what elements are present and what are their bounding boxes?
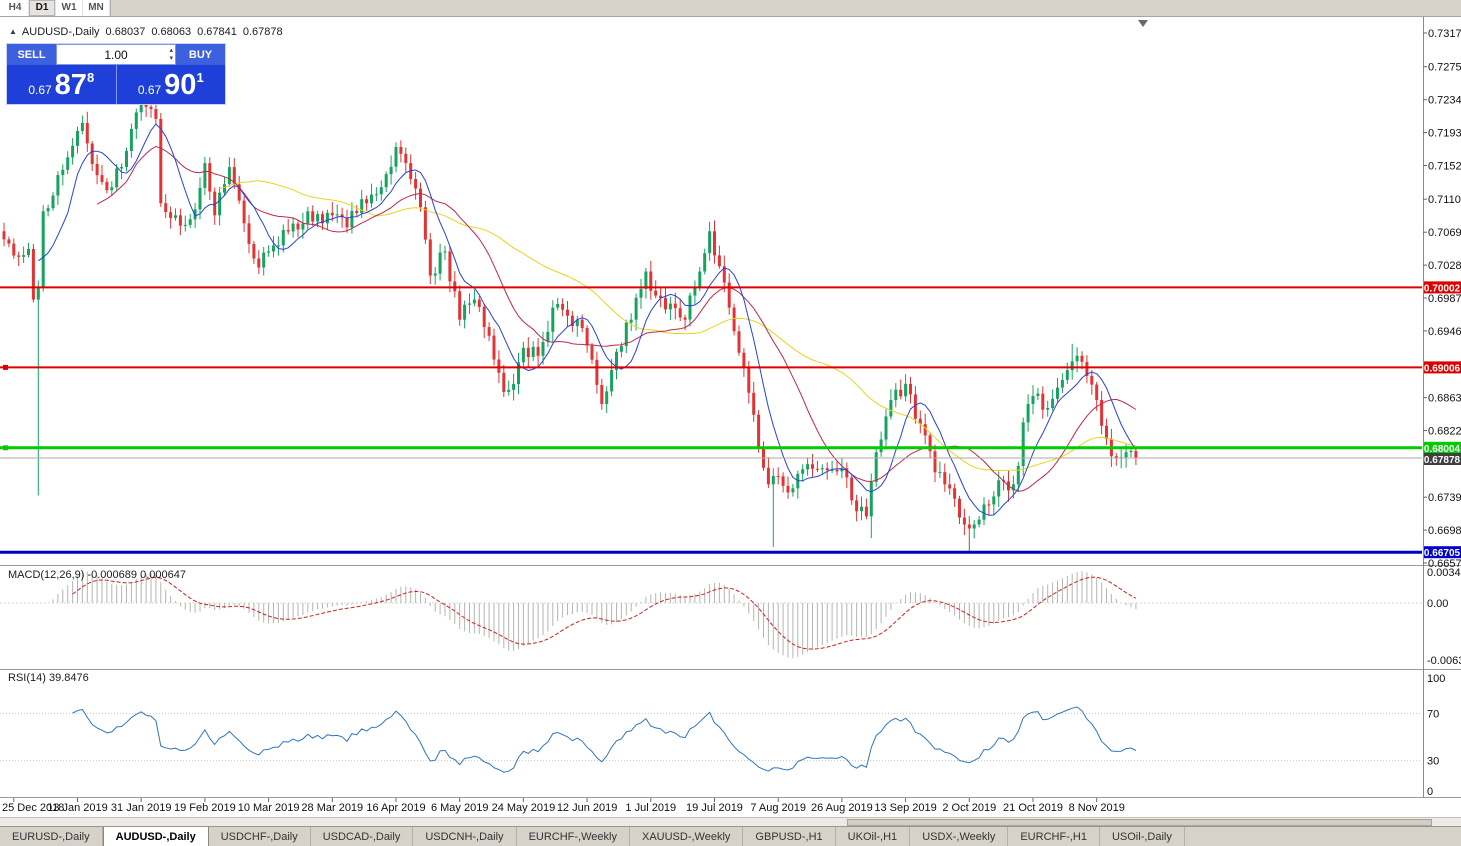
horizontal-scrollbar[interactable] (0, 817, 1461, 826)
svg-text:31 Jan 2019: 31 Jan 2019 (111, 802, 172, 814)
volume-up-button[interactable]: ▴ (169, 47, 173, 54)
timeframe-toolbar: H4 D1 W1 MN (0, 0, 1461, 17)
chart-tab-eurusd-daily[interactable]: EURUSD-,Daily (0, 827, 103, 846)
svg-text:24 May 2019: 24 May 2019 (492, 802, 556, 814)
sell-button[interactable]: SELL (7, 44, 56, 65)
svg-text:0: 0 (1427, 786, 1433, 798)
chart-tabs-bar: EURUSD-,Daily AUDUSD-,Daily USDCHF-,Daily U… (0, 826, 1461, 846)
chart-tab-eurchf-weekly[interactable]: EURCHF-,Weekly (517, 827, 630, 846)
chart-tab-gbpusd-h1[interactable]: GBPUSD-,H1 (743, 827, 836, 846)
buy-price-big: 90 (164, 68, 197, 101)
svg-text:28 Mar 2019: 28 Mar 2019 (301, 802, 363, 814)
buy-price-button[interactable]: 0.67 90 1 (117, 65, 226, 104)
macd-layer (0, 571, 1422, 659)
buy-price-small: 0.67 (137, 82, 162, 97)
svg-text:1 Jul 2019: 1 Jul 2019 (625, 802, 676, 814)
svg-text:0.70002: 0.70002 (1424, 283, 1461, 294)
svg-text:0.00: 0.00 (1427, 598, 1448, 610)
chart-tab-usdx-weekly[interactable]: USDX-,Weekly (910, 827, 1009, 846)
svg-text:26 Aug 2019: 26 Aug 2019 (811, 802, 873, 814)
svg-text:25 Dec 2018: 25 Dec 2018 (2, 802, 64, 814)
volume-spinner[interactable]: 1.00 ▴ ▾ (56, 44, 176, 65)
sell-price-big: 87 (54, 68, 87, 101)
timeframe-buttons: H4 D1 W1 MN (0, 0, 111, 16)
volume-value[interactable]: 1.00 (104, 47, 128, 62)
svg-text:6 May 2019: 6 May 2019 (431, 802, 488, 814)
horizontal-levels-layer[interactable] (0, 286, 1422, 554)
svg-text:19 Jul 2019: 19 Jul 2019 (686, 802, 743, 814)
symbol-label: AUDUSD-,Daily (21, 26, 100, 38)
one-click-trading-panel: SELL 1.00 ▴ ▾ BUY 0.67 87 8 0.67 90 1 (7, 44, 225, 104)
svg-text:0.00349: 0.00349 (1427, 567, 1461, 579)
chart-tab-xauusd-weekly[interactable]: XAUUSD-,Weekly (630, 827, 744, 846)
one-click-collapse-icon[interactable]: ▲ (9, 27, 17, 36)
timeframe-button-w1[interactable]: W1 (56, 0, 83, 16)
chart-tab-audusd-daily[interactable]: AUDUSD-,Daily (102, 827, 209, 846)
svg-text:19 Feb 2019: 19 Feb 2019 (174, 802, 236, 814)
svg-text:-0.00637: -0.00637 (1427, 655, 1461, 667)
toolbar-spacer (111, 0, 1461, 16)
sell-price-sup: 8 (86, 70, 95, 85)
ohlc-high: 0.68063 (151, 26, 192, 38)
ohlc-close: 0.67878 (242, 26, 283, 38)
svg-text:30: 30 (1427, 756, 1439, 768)
svg-text:100: 100 (1427, 673, 1445, 685)
buy-price-sup: 1 (196, 70, 204, 85)
horizontal-scrollbar-thumb[interactable] (847, 819, 1432, 826)
svg-text:8 Nov 2019: 8 Nov 2019 (1069, 802, 1125, 814)
chart-tab-eurchf-h1[interactable]: EURCHF-,H1 (1008, 827, 1100, 846)
svg-text:0.66705: 0.66705 (1424, 548, 1461, 559)
timeframe-button-mn[interactable]: MN (83, 0, 110, 16)
ohlc-low: 0.67841 (197, 26, 237, 38)
chart-tab-usdchf-daily[interactable]: USDCHF-,Daily (209, 827, 311, 846)
macd-label: MACD(12,26,9) -0.000689 0.000647 (8, 569, 186, 581)
volume-down-button[interactable]: ▾ (169, 55, 173, 62)
svg-text:13 Jan 2019: 13 Jan 2019 (47, 802, 108, 814)
moving-averages-layer (38, 123, 1137, 516)
chart-tab-usoil-daily[interactable]: USOil-,Daily (1100, 827, 1185, 846)
buy-button[interactable]: BUY (176, 44, 225, 65)
svg-text:2 Oct 2019: 2 Oct 2019 (942, 802, 996, 814)
candles-layer (2, 88, 1138, 552)
svg-text:16 Apr 2019: 16 Apr 2019 (366, 802, 425, 814)
svg-text:21 Oct 2019: 21 Oct 2019 (1003, 802, 1063, 814)
timeframe-button-d1[interactable]: D1 (29, 0, 56, 16)
ohlc-open: 0.68037 (105, 26, 146, 38)
svg-text:0.67878: 0.67878 (1424, 455, 1461, 466)
timeframe-button-h4[interactable]: H4 (2, 0, 29, 16)
sell-price-button[interactable]: 0.67 87 8 (7, 65, 117, 104)
rsi-label: RSI(14) 39.8476 (8, 672, 89, 684)
chart-tab-usdcad-daily[interactable]: USDCAD-,Daily (311, 827, 414, 846)
svg-text:12 Jun 2019: 12 Jun 2019 (557, 802, 618, 814)
chart-tab-ukoil-h1[interactable]: UKOil-,H1 (836, 827, 911, 846)
chart-symbol-header: ▲ AUDUSD-,Daily 0.68037 0.68063 0.67841 0.678… (9, 26, 283, 38)
svg-text:70: 70 (1427, 708, 1439, 720)
sell-price-small: 0.67 (28, 82, 52, 97)
rsi-layer (0, 706, 1422, 773)
chart-shift-marker (1138, 20, 1148, 27)
svg-text:13 Sep 2019: 13 Sep 2019 (874, 802, 936, 814)
svg-text:7 Aug 2019: 7 Aug 2019 (750, 802, 806, 814)
svg-text:0.68004: 0.68004 (1424, 444, 1461, 455)
chart-tab-usdcnh-daily[interactable]: USDCNH-,Daily (413, 827, 517, 846)
svg-text:0.69006: 0.69006 (1424, 363, 1461, 374)
svg-text:10 Mar 2019: 10 Mar 2019 (238, 802, 300, 814)
